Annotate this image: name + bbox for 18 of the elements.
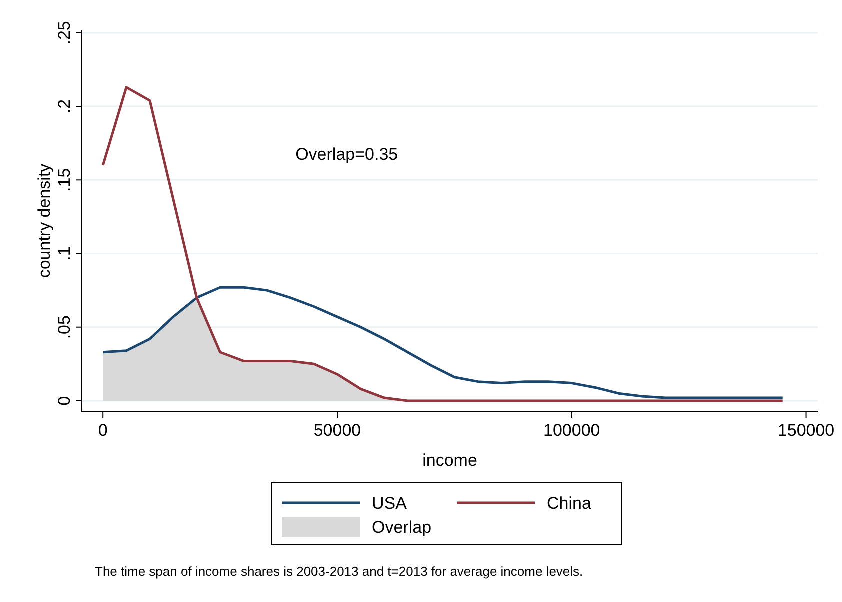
y-tick-label: 0 — [55, 396, 74, 406]
y-tick-label: .1 — [55, 246, 74, 261]
y-tick-label: .25 — [55, 21, 74, 45]
x-axis-title: income — [422, 451, 478, 470]
x-tick-label: 50000 — [314, 421, 362, 440]
x-tick-label: 150000 — [778, 421, 835, 440]
legend-label: USA — [372, 494, 408, 513]
y-tick-label: .05 — [55, 316, 74, 340]
x-tick-label: 0 — [98, 421, 108, 440]
legend-label: Overlap — [372, 518, 432, 537]
legend-label: China — [547, 494, 592, 513]
y-tick-label: .2 — [55, 99, 74, 114]
line-series — [102, 86, 784, 402]
annotation: Overlap=0.35 — [296, 145, 398, 164]
x-tick-label: 100000 — [544, 421, 600, 440]
y-axis-title: country density — [35, 163, 54, 278]
text: The time span of income shares is 2003-2013 and t=2013 for average income levels. — [95, 564, 584, 579]
y-tick-label: .15 — [55, 168, 74, 192]
